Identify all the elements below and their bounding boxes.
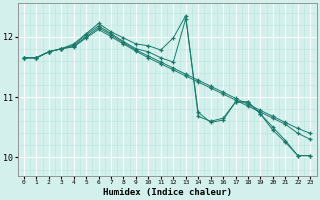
X-axis label: Humidex (Indice chaleur): Humidex (Indice chaleur) [103, 188, 232, 197]
